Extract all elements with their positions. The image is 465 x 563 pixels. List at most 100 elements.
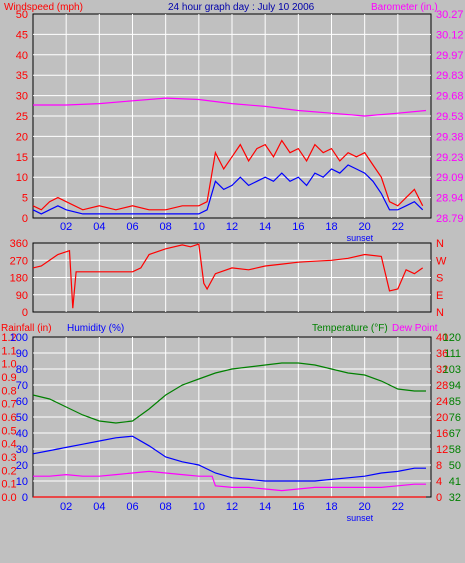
- x-tick-label: 08: [160, 501, 172, 513]
- x-tick-label: 22: [392, 221, 404, 233]
- y-tick-label: 29.09: [436, 172, 464, 184]
- y-tick-label: 10: [16, 476, 28, 488]
- y-tick-label: 15: [16, 152, 28, 164]
- y-tick-label: 10: [16, 172, 28, 184]
- y-tick-label: 270: [10, 255, 28, 267]
- y-tick-label: E: [436, 290, 443, 302]
- magenta-series-line: [33, 97, 427, 117]
- x-tick-label: 22: [392, 501, 404, 513]
- y-tick-label: 76: [449, 412, 461, 424]
- x-tick-label: 04: [93, 221, 105, 233]
- y-tick-label: 100: [10, 332, 28, 344]
- y-tick-label: 0: [22, 213, 28, 225]
- y-tick-label: 67: [449, 428, 461, 440]
- y-tick-label: 0.4: [1, 439, 16, 451]
- y-tick-label: 1.2: [1, 332, 16, 344]
- y-tick-label: 90: [16, 348, 28, 360]
- y-tick-label: 29.53: [436, 111, 464, 123]
- y-tick-label: 40: [16, 428, 28, 440]
- sunset-label-temp: sunset: [347, 513, 374, 523]
- y-tick-label: 30.12: [436, 29, 464, 41]
- y-tick-label: 41: [449, 476, 461, 488]
- y-tick-label: 29.83: [436, 70, 464, 82]
- barometer-label: Barometer (in.): [371, 2, 438, 13]
- y-tick-label: 4: [436, 476, 442, 488]
- temperature-label: Temperature (°F): [312, 323, 388, 334]
- y-tick-label: 30: [16, 444, 28, 456]
- y-tick-label: S: [436, 273, 443, 285]
- y-tick-label: 0.8: [1, 385, 16, 397]
- x-tick-label: 10: [193, 501, 205, 513]
- y-tick-label: 32: [436, 364, 448, 376]
- windspeed-label: Windspeed (mph): [4, 2, 83, 13]
- x-tick-label: 14: [259, 501, 271, 513]
- y-tick-label: 0.6: [1, 412, 16, 424]
- y-tick-label: 94: [449, 380, 461, 392]
- y-tick-label: 80: [16, 364, 28, 376]
- y-tick-label: 20: [16, 131, 28, 143]
- x-tick-label: 12: [226, 501, 238, 513]
- green-series-line: [32, 362, 426, 424]
- y-tick-label: 50: [16, 9, 28, 21]
- rainfall-label: Rainfall (in): [1, 323, 52, 334]
- y-tick-label: 0.3: [1, 452, 16, 464]
- y-tick-label: 30: [16, 91, 28, 103]
- x-tick-label: 10: [193, 221, 205, 233]
- y-tick-label: 28: [436, 380, 448, 392]
- y-tick-label: 28.79: [436, 213, 464, 225]
- y-tick-label: 90: [16, 290, 28, 302]
- humidity-label: Humidity (%): [67, 323, 124, 334]
- x-tick-label: 16: [292, 221, 304, 233]
- x-tick-label: 18: [325, 221, 337, 233]
- y-tick-label: 29.38: [436, 131, 464, 143]
- y-tick-label: 0.9: [1, 372, 16, 384]
- y-tick-label: 1.1: [1, 345, 16, 357]
- magenta-series-line: [33, 470, 426, 492]
- y-tick-label: 20: [436, 412, 448, 424]
- y-tick-label: 25: [16, 111, 28, 123]
- y-tick-label: 12: [436, 444, 448, 456]
- x-tick-label: 08: [160, 221, 172, 233]
- y-tick-label: 5: [22, 193, 28, 205]
- y-tick-label: N: [436, 307, 444, 319]
- x-tick-label: 06: [126, 501, 138, 513]
- x-tick-label: 06: [126, 221, 138, 233]
- y-tick-label: 111: [444, 348, 461, 360]
- y-tick-label: 1.0: [1, 359, 16, 371]
- y-tick-label: 0.2: [1, 465, 16, 477]
- y-tick-label: N: [436, 238, 444, 250]
- y-tick-label: 120: [443, 332, 461, 344]
- chart-title: 24 hour graph day : July 10 2006: [168, 2, 315, 13]
- red-series-line: [32, 139, 424, 211]
- x-tick-label: 04: [93, 501, 105, 513]
- y-tick-label: 45: [16, 29, 28, 41]
- series-lines: [32, 97, 427, 498]
- y-tick-label: W: [436, 255, 447, 267]
- grid-lines: [33, 14, 431, 497]
- y-tick-label: 50: [449, 460, 461, 472]
- y-tick-label: 29.97: [436, 50, 464, 62]
- y-tick-label: 0: [22, 307, 28, 319]
- x-tick-label: 16: [292, 501, 304, 513]
- x-tick-label: 20: [359, 501, 371, 513]
- y-tick-label: 36: [436, 348, 448, 360]
- x-tick-label: 02: [60, 501, 72, 513]
- x-tick-label: 20: [359, 221, 371, 233]
- y-tick-label: 28.94: [436, 193, 464, 205]
- y-tick-label: 40: [436, 332, 448, 344]
- y-tick-label: 0: [22, 492, 28, 504]
- y-tick-label: 16: [436, 428, 448, 440]
- y-tick-label: 35: [16, 70, 28, 82]
- y-tick-label: 30.27: [436, 9, 464, 21]
- red-series-line: [32, 243, 424, 309]
- x-tick-label: 02: [60, 221, 72, 233]
- x-tick-label: 12: [226, 221, 238, 233]
- y-tick-label: 180: [10, 273, 28, 285]
- y-tick-label: 58: [449, 444, 461, 456]
- y-tick-label: 29.23: [436, 152, 464, 164]
- y-tick-label: 85: [449, 396, 461, 408]
- y-tick-label: 0.7: [1, 399, 16, 411]
- y-tick-label: 50: [16, 412, 28, 424]
